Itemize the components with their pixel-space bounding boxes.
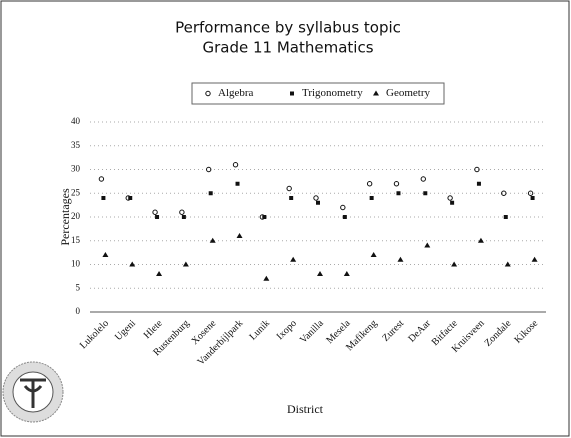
y-tick-label: 35 xyxy=(71,140,81,150)
point xyxy=(531,256,538,262)
point xyxy=(235,181,240,186)
point xyxy=(396,191,401,196)
point xyxy=(181,215,186,219)
x-axis-title: District xyxy=(287,402,324,416)
point xyxy=(476,181,481,186)
point xyxy=(129,261,136,267)
point xyxy=(477,237,484,243)
point xyxy=(423,191,428,196)
point xyxy=(420,176,426,182)
chart-title: Performance by syllabus topic xyxy=(175,19,401,37)
y-tick-label: 25 xyxy=(71,187,81,197)
point xyxy=(317,271,323,276)
point xyxy=(424,242,431,248)
point xyxy=(206,166,212,173)
point xyxy=(152,209,158,215)
point xyxy=(369,196,374,200)
logo xyxy=(2,361,64,423)
point xyxy=(101,196,106,200)
point xyxy=(530,196,535,200)
point xyxy=(102,252,109,257)
legend-label: Geometry xyxy=(386,87,430,99)
point xyxy=(155,215,160,219)
point xyxy=(340,204,346,211)
point xyxy=(179,209,185,215)
point xyxy=(450,200,455,205)
legend-marker xyxy=(373,90,379,96)
point xyxy=(447,195,453,201)
point xyxy=(289,196,294,200)
point xyxy=(397,256,404,262)
point xyxy=(286,185,292,192)
point xyxy=(263,275,270,281)
legend-marker xyxy=(205,90,211,97)
legend-label: Algebra xyxy=(218,87,254,99)
y-tick-label: 40 xyxy=(71,116,81,126)
point xyxy=(393,181,400,187)
point xyxy=(313,195,319,201)
point xyxy=(182,261,189,267)
point xyxy=(156,271,163,276)
y-tick-label: 15 xyxy=(71,235,81,245)
point xyxy=(527,190,534,196)
point xyxy=(342,215,347,219)
point xyxy=(290,256,297,262)
point xyxy=(343,271,350,276)
point xyxy=(501,190,507,196)
point xyxy=(370,252,377,257)
legend-box xyxy=(191,82,445,105)
point xyxy=(209,237,216,243)
y-tick-label: 30 xyxy=(71,164,81,174)
point xyxy=(236,233,243,238)
y-tick-label: 5 xyxy=(76,282,81,292)
chart-subtitle: Grade 11 Mathematics xyxy=(202,39,373,57)
point xyxy=(474,166,480,173)
point xyxy=(366,181,373,187)
y-tick-label: 10 xyxy=(71,259,81,269)
point xyxy=(451,261,458,267)
y-tick-label: 0 xyxy=(76,306,81,316)
point xyxy=(504,261,511,267)
y-axis-title: Percentages xyxy=(58,188,72,246)
point xyxy=(232,162,239,168)
point xyxy=(128,196,133,200)
point xyxy=(98,176,105,182)
point xyxy=(262,215,267,219)
legend-marker xyxy=(290,91,294,96)
y-tick-label: 20 xyxy=(71,211,81,221)
point xyxy=(316,200,320,205)
point xyxy=(503,215,508,219)
point xyxy=(208,191,213,196)
legend-label: Trigonometry xyxy=(302,87,363,99)
